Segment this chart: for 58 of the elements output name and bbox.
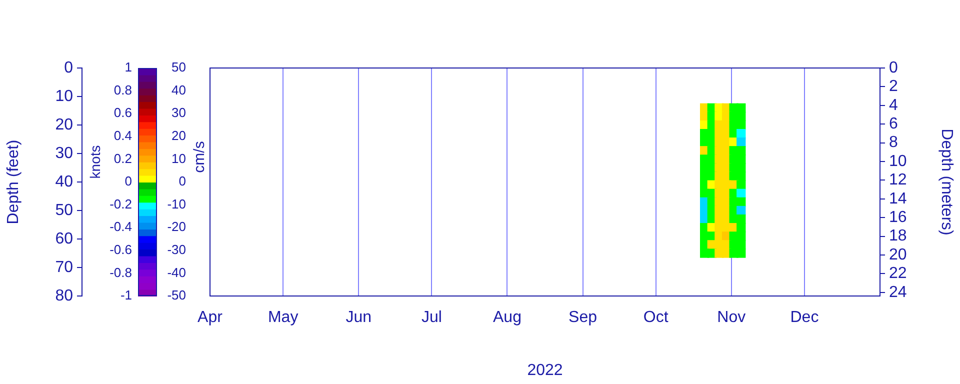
- text: 0.6: [114, 105, 132, 120]
- x-axis-title: 2022: [527, 362, 563, 379]
- color-bar-label: 30: [172, 105, 186, 120]
- y-tick-label: 60: [55, 230, 74, 248]
- color-bar-label: -50: [167, 288, 186, 303]
- y2-tick-label: 22: [889, 265, 907, 282]
- color-bar-label: -10: [167, 196, 186, 212]
- color-bar-label: 10: [172, 150, 186, 166]
- color-bar-label: -30: [167, 242, 186, 257]
- x-tick-label: Apr: [198, 309, 224, 326]
- y2-tick-label: 0: [889, 59, 898, 76]
- color-bar-label: -40: [167, 264, 186, 280]
- x-tick-label: Dec: [790, 309, 819, 326]
- color-bar-label: 40: [172, 82, 186, 98]
- y2-tick-label: 2: [889, 78, 898, 96]
- y2-tick-label: 20: [889, 246, 907, 264]
- text: -0.4: [110, 219, 132, 234]
- y-tick-label: 50: [55, 202, 74, 219]
- y2-tick-label: 18: [889, 228, 907, 245]
- y2-tick-label: 16: [889, 209, 907, 226]
- y2-tick-label: 24: [889, 284, 907, 301]
- color-bar-label: -20: [167, 219, 186, 234]
- y2-tick-label: 14: [889, 190, 907, 208]
- text: knots: [86, 145, 103, 179]
- text: 0: [124, 174, 132, 189]
- x-tick-label: Oct: [643, 309, 669, 326]
- text: -0.2: [110, 196, 132, 212]
- y-tick-label: 30: [55, 144, 74, 162]
- x-tick-label: Aug: [493, 309, 522, 326]
- text: -0.8: [110, 264, 132, 280]
- x-tick-label: Nov: [717, 309, 746, 326]
- text: -0.6: [110, 242, 132, 257]
- text: 0.2: [114, 150, 132, 166]
- color-bar-label: 0: [178, 174, 186, 189]
- color-bar-label: 50: [172, 60, 186, 75]
- y2-tick-label: 6: [889, 116, 898, 133]
- y2-tick-label: 8: [889, 134, 898, 152]
- y2-tick-label: 4: [889, 96, 898, 114]
- y-axis-title: Depth (feet): [5, 140, 22, 224]
- y2-tick-label: 10: [889, 152, 907, 170]
- y-tick-label: 80: [55, 287, 74, 304]
- y2-axis-title: Depth (meters): [938, 128, 955, 236]
- y-tick-label: 10: [55, 88, 74, 105]
- x-tick-label: Jul: [421, 309, 442, 326]
- x-tick-label: Sep: [568, 309, 598, 326]
- y-tick-label: 40: [55, 173, 74, 190]
- text: -1: [120, 288, 132, 303]
- text: 0.8: [114, 82, 132, 98]
- color-bar-title: cm/s: [191, 141, 208, 173]
- y-tick-label: 0: [64, 59, 74, 76]
- y2-tick-label: 12: [889, 172, 907, 189]
- y-tick-label: 70: [55, 258, 74, 276]
- text: 1: [124, 60, 132, 75]
- color-bar-label: 20: [172, 128, 186, 143]
- y-tick-label: 20: [55, 116, 74, 134]
- text: 0.4: [114, 128, 132, 143]
- x-tick-label: May: [268, 309, 298, 326]
- x-tick-label: Jun: [346, 309, 372, 326]
